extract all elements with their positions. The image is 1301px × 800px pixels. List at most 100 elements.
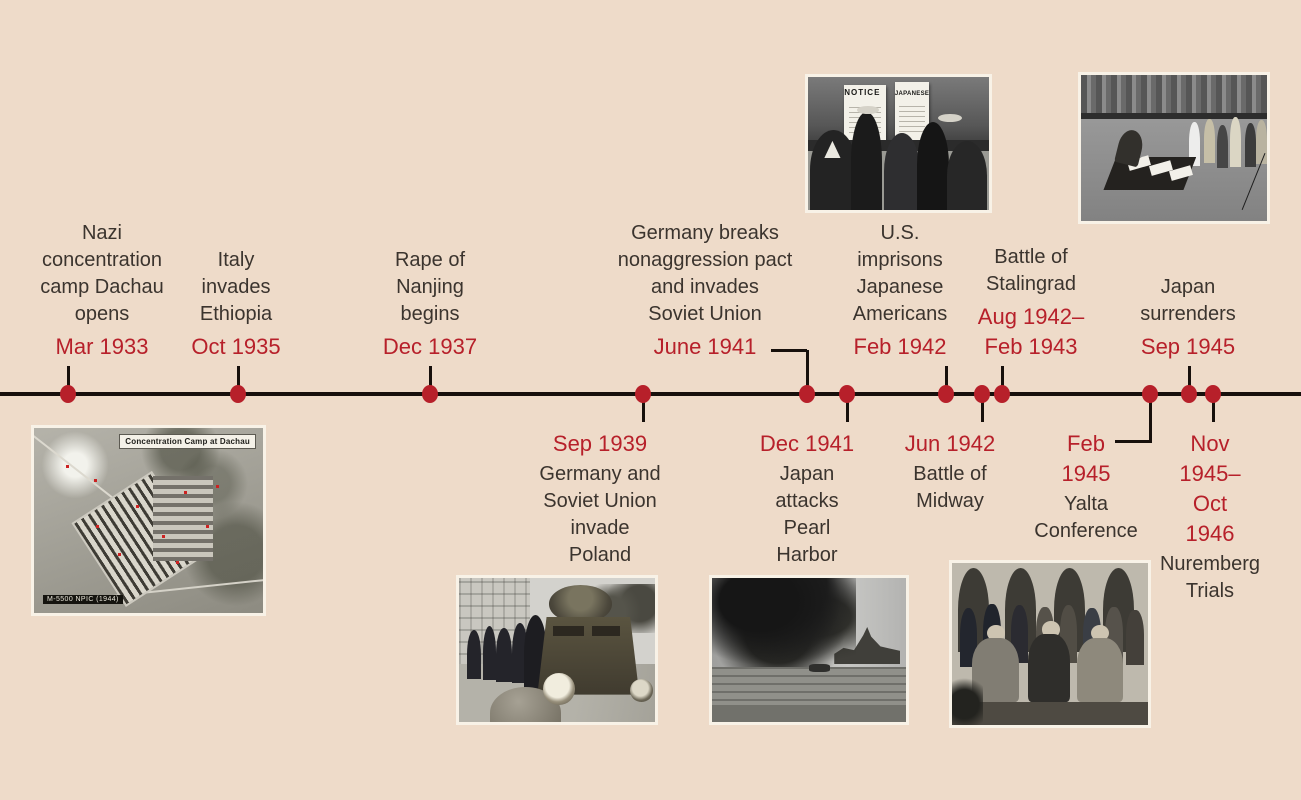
crowd-figure: [809, 130, 857, 210]
standing-officer: [1188, 121, 1201, 166]
tick-japan-surrenders: [1187, 366, 1191, 394]
tick-nuremberg-trials: [1211, 394, 1215, 422]
timeline-dot-japan-surrenders: [1181, 385, 1197, 403]
tick-pearl-harbor: [845, 394, 849, 422]
standing-officer: [1216, 124, 1228, 169]
smoke-plume: [712, 578, 856, 676]
headlamp: [543, 673, 575, 705]
standing-officer: [1244, 123, 1256, 167]
seated-leader-head: [1091, 624, 1109, 641]
seated-leader-head: [1042, 621, 1060, 638]
event-date: Feb 1942: [853, 334, 947, 359]
foreground-water: [712, 704, 906, 722]
timeline-dot-yalta-conference: [1142, 385, 1158, 403]
timeline-dot-pearl-harbor: [839, 385, 855, 403]
crowd-figure: [884, 132, 921, 210]
timeline-dot-invasion-of-poland: [635, 385, 651, 403]
event-pearl-harbor: Dec 1941 Japan attacks Pearl Harbor: [760, 429, 854, 569]
standing-officer: [1126, 609, 1145, 666]
japanese-ancestry-poster: JAPANESE: [894, 82, 930, 141]
tick-invasion-of-poland: [641, 394, 645, 422]
tick-rape-of-nanjing: [428, 366, 432, 394]
courtyard-ground: [952, 702, 1148, 725]
event-label: Germany breaks nonaggression pact and in…: [617, 222, 793, 325]
crowd-figure: [947, 140, 988, 210]
elbow-connector-invades-soviet-union: [805, 350, 809, 396]
poster-text-lines: [899, 105, 926, 137]
headlamp: [629, 678, 654, 702]
event-date: Jun 1942: [904, 431, 996, 456]
soldier-figure: [466, 629, 481, 679]
poster-title: NOTICE: [844, 87, 881, 97]
event-japanese-internment: U.S. imprisons Japanese Americans Feb 194…: [853, 220, 947, 362]
dachau-aerial-photo: Concentration Camp at Dachau M-5500 NPIC…: [31, 425, 266, 616]
event-date: Aug 1942– Feb 1943: [977, 304, 1085, 359]
event-dachau-opens: Nazi concentration camp Dachau opens Mar …: [40, 220, 163, 362]
event-invasion-of-poland: Sep 1939 Germany and Soviet Union invade …: [539, 429, 660, 569]
soldier-figure: [496, 628, 512, 682]
event-label: Japan attacks Pearl Harbor: [775, 463, 839, 566]
poster-title: JAPANESE: [894, 91, 930, 98]
tick-japanese-internment: [944, 366, 948, 394]
yalta-conference-photo: [949, 560, 1151, 728]
event-label: Yalta Conference: [1034, 493, 1138, 542]
crowd-figure: [916, 122, 950, 210]
small-boat: [809, 664, 831, 672]
photo-caption: Concentration Camp at Dachau: [119, 434, 256, 449]
tank-turret-dome: [549, 585, 612, 623]
event-date: Nov 1945– Oct 1946: [1179, 431, 1241, 546]
event-label: Nuremberg Trials: [1159, 553, 1261, 602]
event-date: Dec 1937: [382, 334, 478, 359]
red-annotation-marks: [66, 465, 70, 468]
tick-battle-of-midway: [980, 394, 984, 422]
timeline-dot-battle-of-midway: [974, 385, 990, 403]
event-date: Sep 1939: [552, 431, 648, 456]
event-rape-of-nanjing: Rape of Nanjing begins Dec 1937: [383, 247, 477, 362]
event-label: Italy invades Ethiopia: [199, 249, 273, 325]
event-battle-of-midway: Jun 1942 Battle of Midway: [905, 429, 996, 515]
event-nuremberg-trials: Nov 1945– Oct 1946 Nuremberg Trials: [1160, 429, 1260, 605]
seated-leader-head: [987, 624, 1005, 641]
event-date: Dec 1941: [759, 431, 855, 456]
event-label: U.S. imprisons Japanese Americans: [852, 222, 948, 325]
ship-rail: [1081, 112, 1267, 119]
garden-plants: [952, 673, 984, 725]
elbow-connector-invades-soviet-union: [771, 349, 807, 352]
seated-stalin: [1077, 637, 1123, 703]
japan-surrender-signing-photo: [1078, 72, 1270, 224]
fedora-hat: [938, 114, 962, 123]
event-yalta-conference: Feb 1945 Yalta Conference: [1034, 429, 1137, 545]
crowd-figure: [851, 111, 883, 210]
seated-roosevelt: [1028, 634, 1070, 703]
tick-battle-of-stalingrad: [1000, 366, 1004, 394]
event-date: Feb 1945: [1061, 431, 1111, 486]
elbow-connector-yalta-conference: [1148, 394, 1152, 443]
photo-credit: M-5500 NPIC (1944): [43, 595, 123, 604]
event-label: Rape of Nanjing begins: [394, 249, 466, 325]
japanese-internment-notice-photo: NOTICE JAPANESE: [805, 74, 992, 213]
event-label: Nazi concentration camp Dachau opens: [40, 222, 164, 325]
event-invades-soviet-union: Germany breaks nonaggression pact and in…: [618, 220, 793, 362]
timeline-dot-dachau-opens: [60, 385, 76, 403]
vehicle-hatch: [592, 625, 620, 636]
timeline-dot-battle-of-stalingrad: [994, 385, 1010, 403]
standing-officer: [1229, 117, 1241, 167]
event-date: Sep 1945: [1140, 334, 1236, 359]
event-date: June 1941: [653, 334, 757, 359]
event-date: Mar 1933: [55, 334, 149, 359]
tick-italy-invades-ethiopia: [236, 366, 240, 394]
event-label: Battle of Midway: [913, 463, 987, 512]
timeline-dot-rape-of-nanjing: [422, 385, 438, 403]
pearl-harbor-attack-photo: [709, 575, 909, 725]
event-label: Battle of Stalingrad: [985, 246, 1077, 295]
event-battle-of-stalingrad: Battle of Stalingrad Aug 1942– Feb 1943: [978, 244, 1084, 362]
tick-dachau-opens: [66, 366, 70, 394]
vehicle-hatch: [553, 625, 585, 636]
standing-officer: [1255, 120, 1267, 165]
camp-buildings: [153, 476, 213, 562]
elbow-connector-yalta-conference: [1115, 440, 1150, 443]
event-label: Japan surrenders: [1140, 276, 1236, 325]
soldier-figure: [511, 622, 528, 684]
event-label: Germany and Soviet Union invade Poland: [539, 463, 661, 566]
